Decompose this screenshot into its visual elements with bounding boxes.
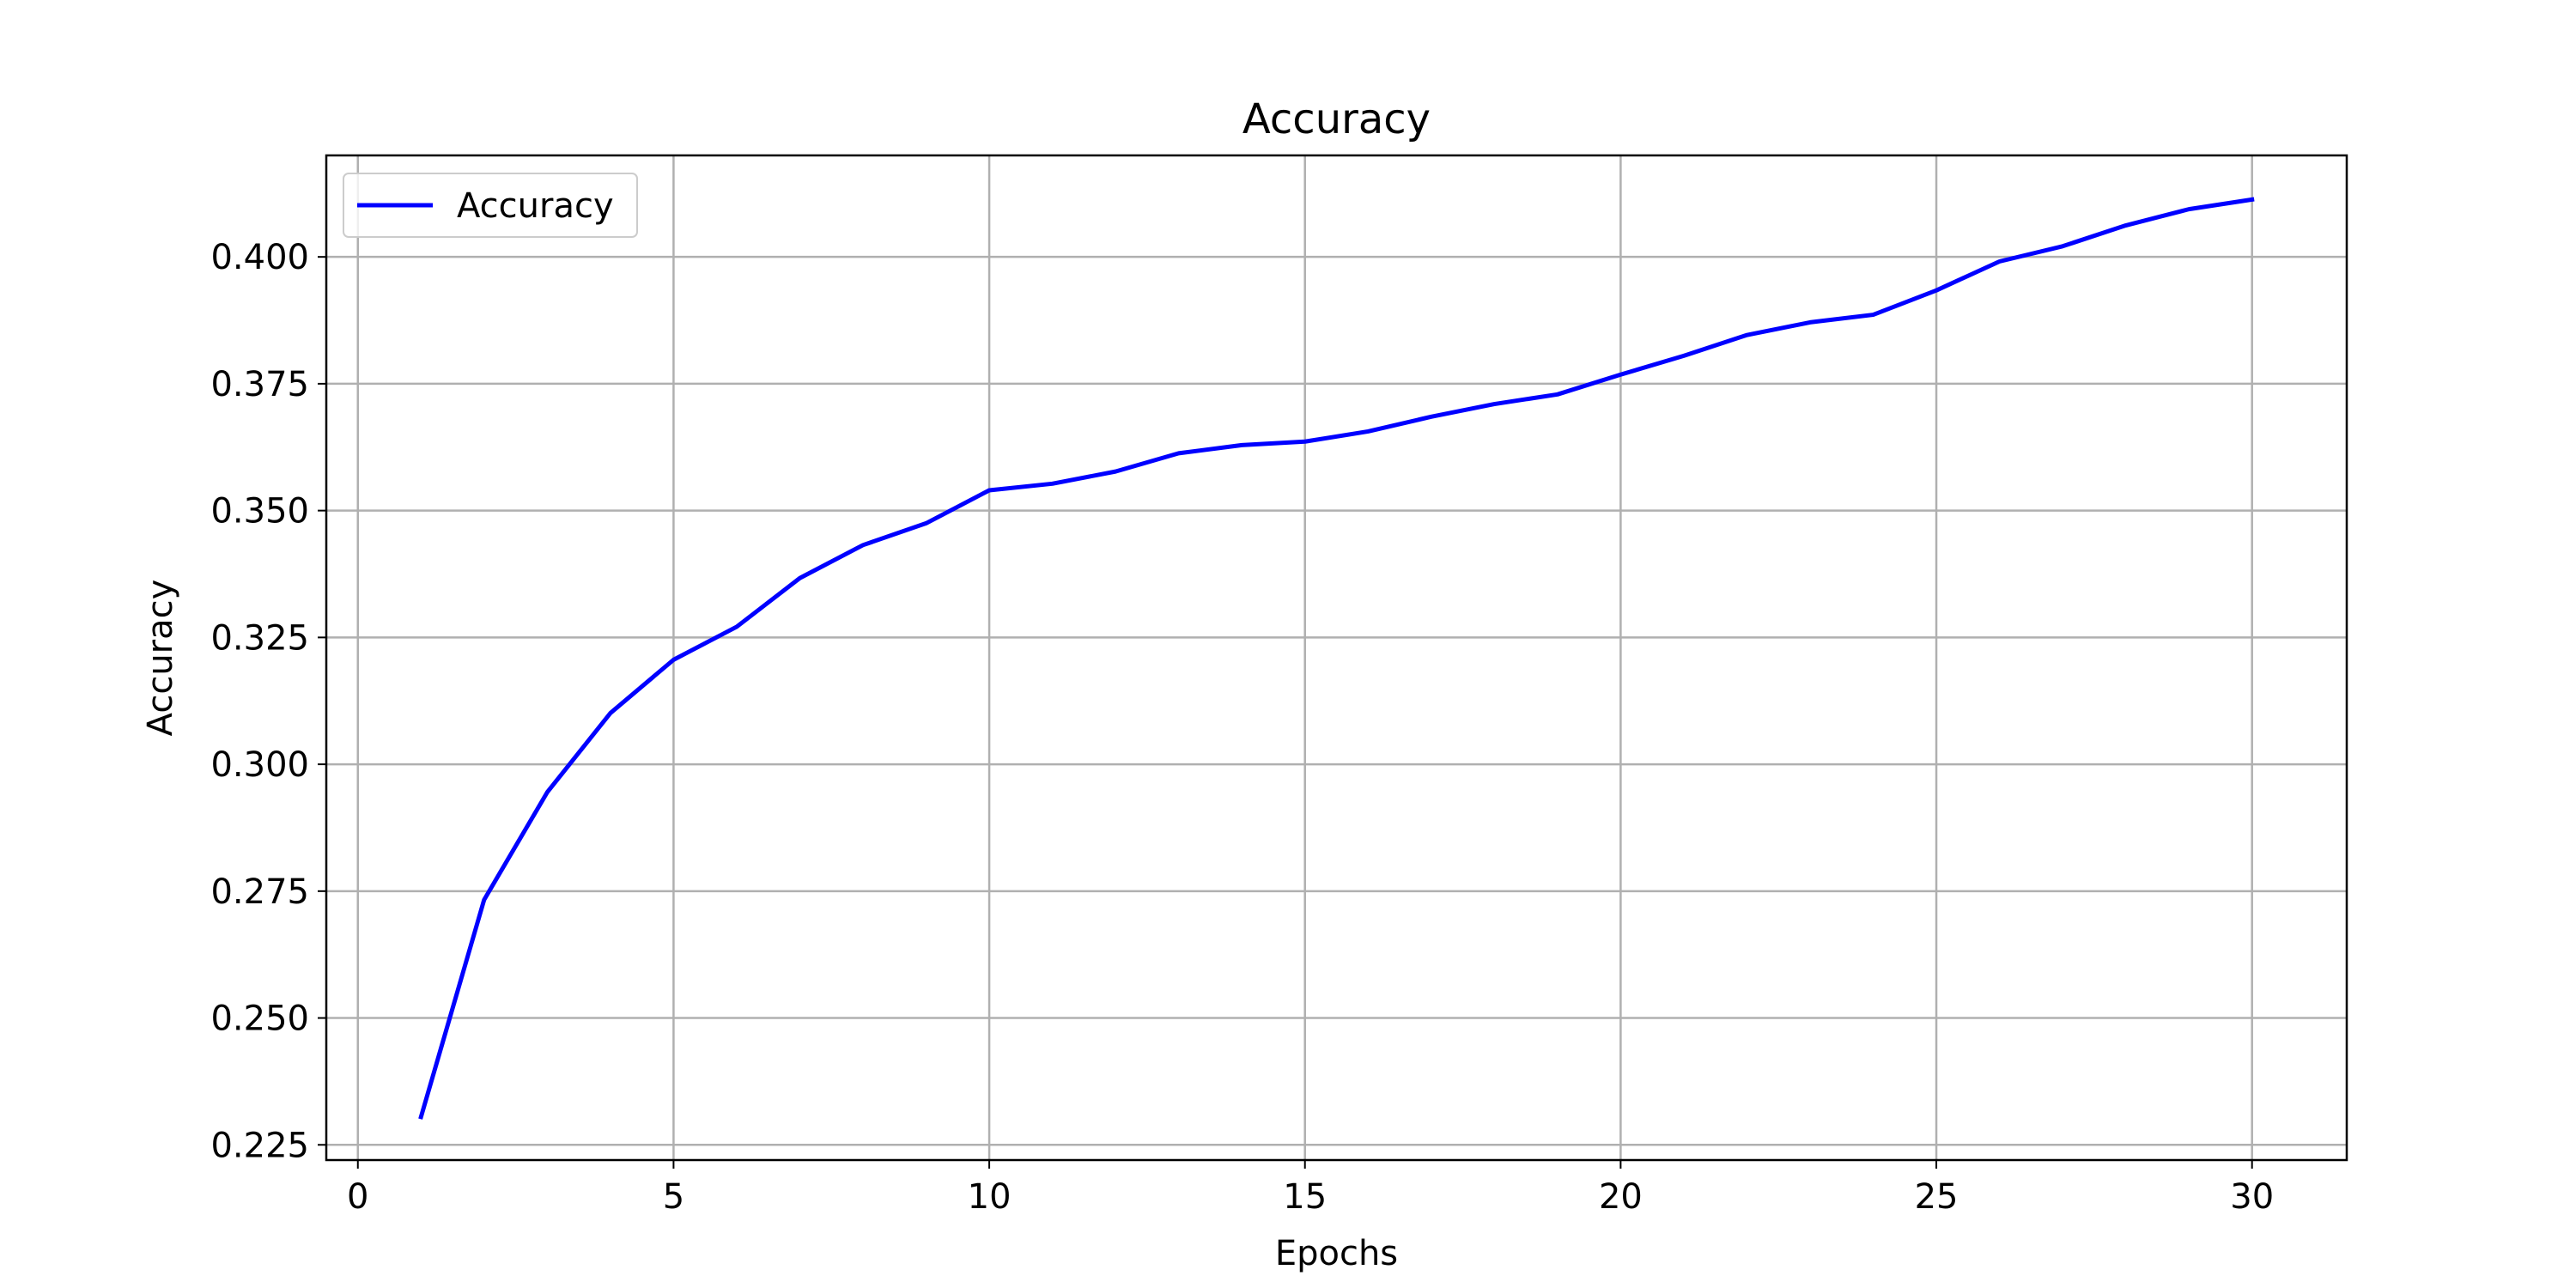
legend-entry-accuracy: Accuracy [457,186,614,226]
y-tick-label: 0.300 [210,745,309,785]
y-axis-label: Accuracy [141,580,180,737]
legend: Accuracy [343,173,638,238]
x-tick-label: 0 [347,1177,368,1217]
y-tick-label: 0.325 [210,618,309,658]
series-layer [418,197,2255,1120]
series-line-accuracy [418,197,2255,1120]
y-tick-label: 0.225 [210,1126,309,1165]
x-tick-label: 20 [1599,1177,1643,1217]
legend-box [343,173,638,238]
y-tick-label: 0.275 [210,872,309,912]
chart-title: Accuracy [1242,95,1431,143]
plot-frame [325,154,2348,1162]
ticks: 0 5 10 15 20 25 30 0.225 0.250 0.275 0.300 0.325 0.3… [210,238,2274,1217]
x-tick-label: 15 [1283,1177,1327,1217]
x-tick-label: 10 [968,1177,1012,1217]
y-tick-label: 0.400 [210,238,309,277]
x-tick-label: 5 [663,1177,684,1217]
x-tick-label: 25 [1915,1177,1959,1217]
x-axis-label: Epochs [1275,1234,1398,1273]
y-tick-label: 0.350 [210,492,309,532]
x-tick-label: 30 [2230,1177,2274,1217]
y-tick-label: 0.250 [210,999,309,1039]
grid [326,155,2347,1160]
y-tick-label: 0.375 [210,365,309,404]
